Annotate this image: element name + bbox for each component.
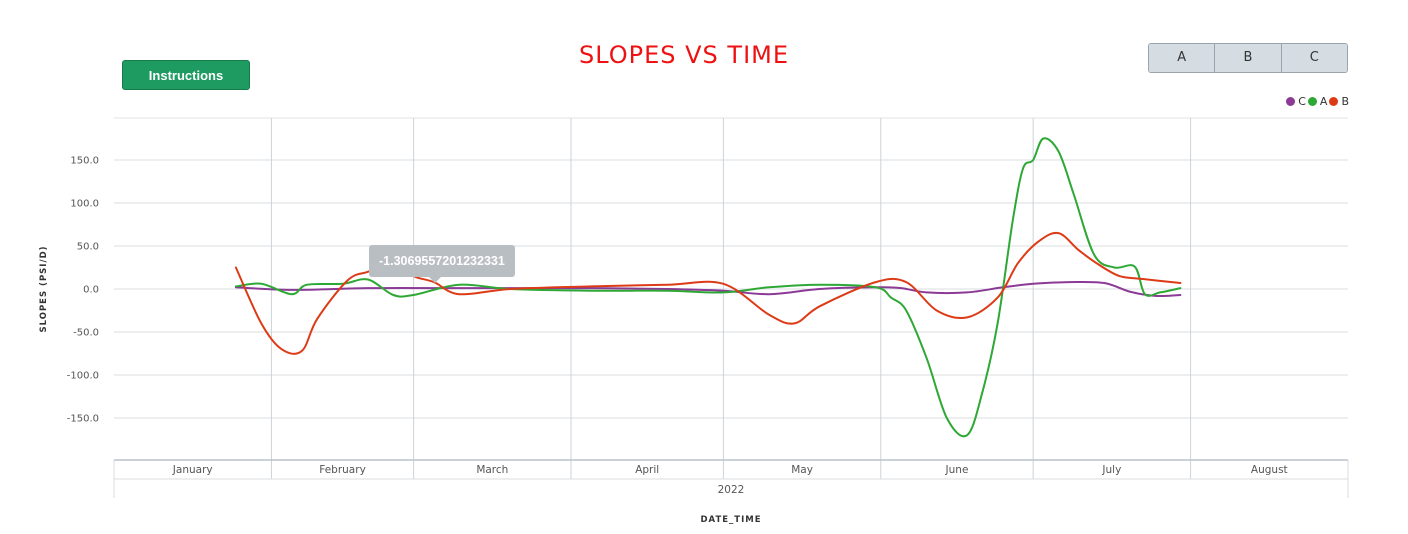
legend-item-a[interactable]: A [1307, 95, 1328, 108]
tooltip: -1.3069557201232331 [369, 245, 515, 283]
x-axis-title: DATE_TIME [700, 515, 761, 525]
legend-item-b[interactable]: B [1329, 95, 1349, 108]
y-tick-label: -50.0 [73, 328, 99, 339]
chart-legend: C A B [1284, 95, 1349, 108]
legend-marker-b [1329, 97, 1339, 106]
y-axis-title: SLOPES (PSI/D) [39, 245, 49, 332]
selector-button-c[interactable]: C [1281, 44, 1347, 72]
legend-label-b: B [1341, 95, 1349, 108]
y-tick-label: 100.0 [70, 199, 99, 210]
month-label: May [791, 464, 813, 476]
y-tick-label: 50.0 [77, 242, 99, 253]
month-label: April [635, 464, 659, 476]
selector-button-a[interactable]: A [1149, 44, 1216, 72]
selector-button-b[interactable]: B [1215, 44, 1282, 72]
legend-marker-a [1307, 97, 1317, 106]
y-tick-label: -150.0 [67, 414, 99, 425]
series-line-b[interactable] [234, 231, 1182, 355]
y-tick-label: 150.0 [70, 156, 99, 167]
series-layer [234, 137, 1182, 438]
legend-marker-c [1286, 97, 1296, 106]
series-line-a[interactable] [234, 137, 1182, 438]
month-label: July [1101, 464, 1121, 476]
month-label: January [172, 464, 213, 476]
month-label: August [1251, 464, 1288, 476]
month-label: February [319, 464, 366, 476]
y-tick-label: 0.0 [83, 285, 99, 296]
legend-item-c[interactable]: C [1286, 95, 1306, 108]
series-selector: A B C [1148, 43, 1348, 73]
axis-layer: 150.0 100.0 50.0 0.0 -50.0 -100.0 -150.0 Januar… [39, 156, 1349, 525]
legend-label-a: A [1319, 95, 1328, 108]
month-label: June [945, 464, 969, 476]
chart-title: SLOPES VS TIME [578, 41, 790, 69]
instructions-button[interactable]: Instructions [122, 60, 250, 90]
grid-layer [114, 117, 1348, 479]
legend-label-c: C [1298, 95, 1306, 108]
y-tick-label: -100.0 [67, 371, 99, 382]
month-label: March [476, 464, 508, 476]
year-label: 2022 [718, 484, 745, 496]
